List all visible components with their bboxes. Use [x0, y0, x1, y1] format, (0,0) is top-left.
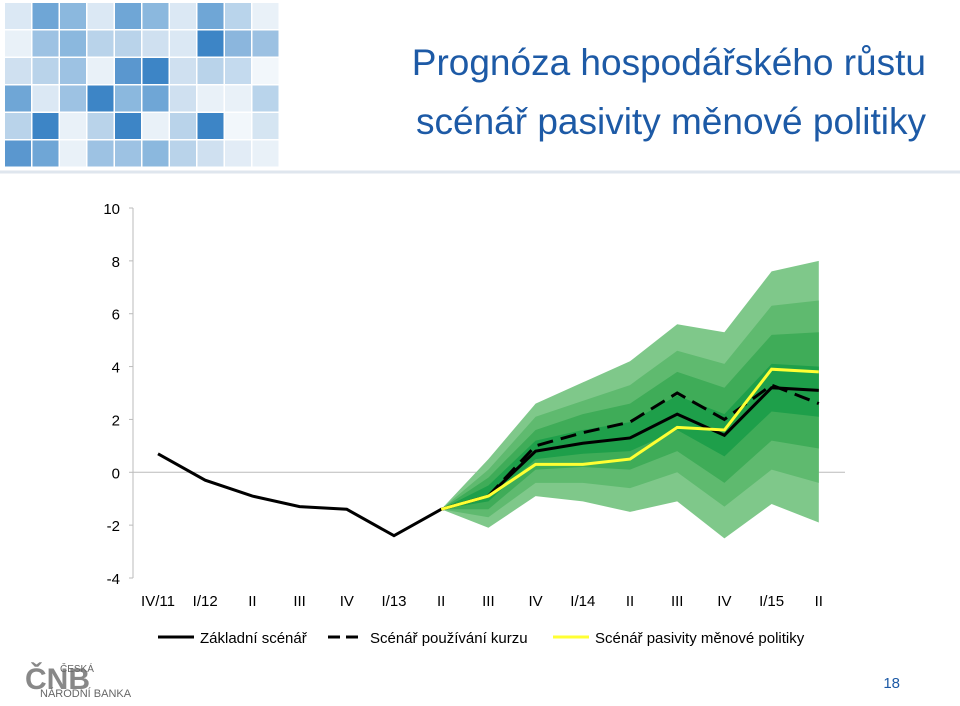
mosaic-tile	[115, 58, 141, 84]
mosaic-tile	[115, 85, 141, 112]
mosaic-tile	[87, 85, 114, 112]
legend-label: Scénář používání kurzu	[370, 630, 528, 647]
mosaic-tile	[170, 30, 196, 57]
mosaic-tile	[252, 85, 279, 112]
mosaic-tile	[5, 113, 31, 139]
mosaic-tile	[115, 140, 141, 167]
y-tick-label: 6	[112, 307, 120, 324]
x-tick-label: IV/11	[141, 593, 175, 610]
mosaic-tile	[87, 58, 114, 84]
x-tick-label: I/14	[570, 593, 595, 610]
mosaic-tile	[87, 140, 114, 167]
mosaic-tile	[225, 30, 251, 57]
series-line	[440, 367, 819, 511]
x-tick-label: I/12	[193, 593, 218, 610]
logo-text: ČESKÁ	[60, 662, 94, 675]
mosaic-tile	[5, 30, 31, 57]
y-tick-label: 0	[112, 465, 120, 482]
title: Prognóza hospodářského růstu	[412, 42, 926, 83]
x-tick-label: II	[626, 593, 634, 610]
x-tick-label: II	[437, 593, 445, 610]
mosaic-tile	[60, 3, 86, 29]
mosaic-tile	[32, 3, 59, 29]
mosaic-tile	[197, 3, 224, 29]
mosaic-tile	[252, 3, 279, 29]
legend-label: Základní scénář	[200, 630, 308, 647]
mosaic-tile	[225, 113, 251, 139]
mosaic-tile	[197, 140, 224, 167]
mosaic-tile	[32, 140, 59, 167]
mosaic-tile	[170, 85, 196, 112]
y-tick-label: 4	[112, 360, 120, 377]
y-tick-label: 10	[103, 201, 120, 218]
x-tick-label: III	[293, 593, 306, 610]
y-tick-label: -2	[107, 518, 120, 535]
mosaic-tile	[115, 30, 141, 57]
mosaic-tile	[225, 140, 251, 167]
mosaic-tile	[142, 3, 169, 29]
mosaic-tile	[252, 30, 279, 57]
x-tick-label: I/13	[381, 593, 406, 610]
mosaic-tile	[225, 85, 251, 112]
mosaic-tile	[197, 85, 224, 112]
mosaic-tile	[5, 58, 31, 84]
y-tick-label: 8	[112, 254, 120, 271]
mosaic-tile	[197, 58, 224, 84]
mosaic-tile	[5, 140, 31, 167]
x-tick-label: II	[248, 593, 256, 610]
mosaic-tile	[60, 140, 86, 167]
mosaic-tile	[60, 30, 86, 57]
logo: ČNB	[25, 662, 90, 696]
mosaic-tile	[32, 58, 59, 84]
x-tick-label: IV	[340, 593, 354, 610]
subtitle: scénář pasivity měnové politiky	[416, 101, 926, 142]
mosaic-tile	[5, 85, 31, 112]
page-number: 18	[883, 675, 900, 692]
mosaic-tile	[5, 3, 31, 29]
x-tick-label: II	[815, 593, 823, 610]
x-tick-label: IV	[529, 593, 543, 610]
mosaic-tile	[252, 113, 279, 139]
mosaic-tile	[142, 113, 169, 139]
legend-label: Scénář pasivity měnové politiky	[595, 630, 805, 647]
mosaic-tile	[170, 3, 196, 29]
mosaic-tile	[87, 113, 114, 139]
mosaic-tile	[142, 140, 169, 167]
mosaic-tile	[142, 58, 169, 84]
mosaic-tile	[170, 113, 196, 139]
x-tick-label: III	[671, 593, 684, 610]
mosaic-tile	[197, 113, 224, 139]
mosaic-tile	[225, 3, 251, 29]
x-tick-label: IV	[717, 593, 731, 610]
y-tick-label: -4	[107, 571, 120, 588]
y-tick-label: 2	[112, 412, 120, 429]
x-tick-label: I/15	[759, 593, 784, 610]
mosaic-tile	[170, 140, 196, 167]
mosaic-tile	[60, 85, 86, 112]
header-mosaic	[5, 3, 279, 167]
mosaic-tile	[252, 58, 279, 84]
x-tick-label: III	[482, 593, 495, 610]
mosaic-tile	[225, 58, 251, 84]
mosaic-tile	[87, 3, 114, 29]
mosaic-tile	[87, 30, 114, 57]
series-line	[440, 383, 820, 511]
mosaic-tile	[32, 85, 59, 112]
mosaic-tile	[197, 30, 224, 57]
mosaic-tile	[115, 113, 141, 139]
mosaic-tile	[32, 113, 59, 139]
mosaic-tile	[142, 30, 169, 57]
mosaic-tile	[170, 58, 196, 84]
mosaic-tile	[60, 58, 86, 84]
mosaic-tile	[252, 140, 279, 167]
mosaic-tile	[115, 3, 141, 29]
mosaic-tile	[32, 30, 59, 57]
mosaic-tile	[142, 85, 169, 112]
mosaic-tile	[60, 113, 86, 139]
logo-text: NÁRODNÍ BANKA	[40, 687, 132, 700]
